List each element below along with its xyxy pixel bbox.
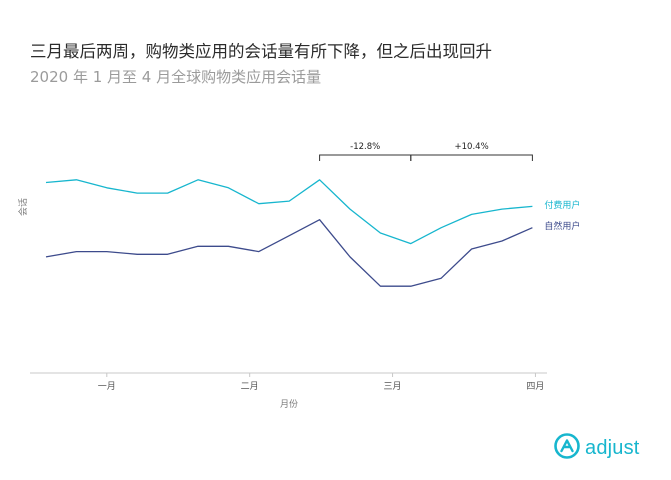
brand-logo: adjust <box>553 432 640 464</box>
annotation-bracket-0 <box>319 154 412 161</box>
annotation-label-1: +10.4% <box>455 142 489 152</box>
series-label-0: 付费用户 <box>544 199 580 211</box>
x-tick-label: 一月 <box>98 381 116 392</box>
series-label-1: 自然用户 <box>544 220 580 232</box>
annotation-bracket-1 <box>410 154 533 161</box>
series-line-1 <box>45 219 533 287</box>
x-axis-label: 月份 <box>280 398 298 410</box>
x-tick-label: 三月 <box>384 381 402 392</box>
x-tick-label: 二月 <box>241 381 259 392</box>
adjust-logo-icon <box>553 432 581 464</box>
brand-name: adjust <box>585 436 640 459</box>
annotation-label-0: -12.8% <box>350 142 380 152</box>
chart-subtitle: 2020 年 1 月至 4 月全球购物类应用会话量 <box>30 68 322 86</box>
chart-title: 三月最后两周，购物类应用的会话量有所下降，但之后出现回升 <box>30 42 492 61</box>
x-tick-label: 四月 <box>526 381 544 392</box>
series-line-0 <box>45 179 533 245</box>
y-axis-label: 会话 <box>17 198 29 216</box>
